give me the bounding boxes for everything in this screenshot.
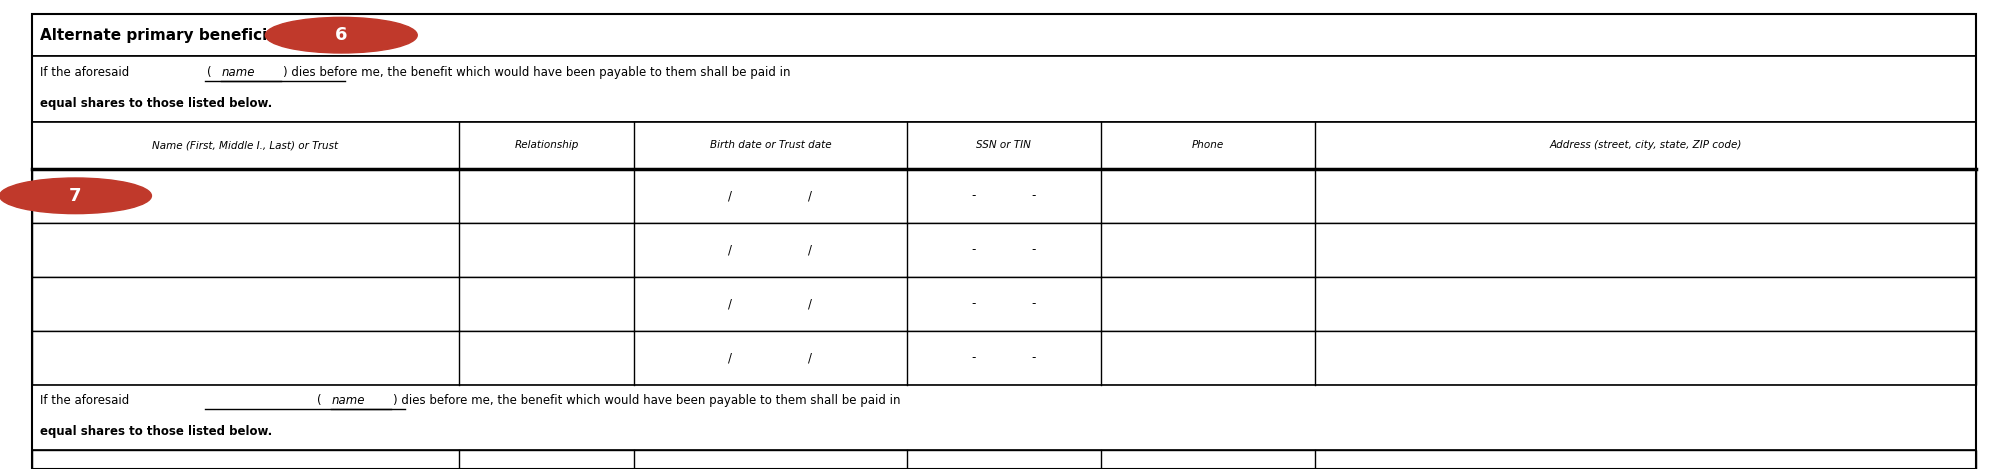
Bar [32, 56, 1976, 122]
Text: 6: 6 [336, 26, 348, 44]
Text: /: / [808, 243, 812, 256]
Circle shape [266, 17, 418, 53]
Bar [32, 331, 1976, 385]
Text: /: / [728, 297, 732, 310]
Text: -: - [972, 243, 976, 256]
Bar [32, 14, 1976, 56]
Text: /: / [808, 297, 812, 310]
Text: -: - [972, 189, 976, 202]
Text: equal shares to those listed below.: equal shares to those listed below. [40, 425, 272, 438]
Bar [32, 223, 1976, 277]
Text: SSN or TIN: SSN or TIN [976, 140, 1032, 151]
Text: 7: 7 [70, 187, 82, 205]
Bar [32, 385, 1976, 450]
Text: name: name [332, 394, 364, 408]
Text: -: - [1032, 189, 1036, 202]
Text: /: / [808, 351, 812, 364]
Text: /: / [728, 351, 732, 364]
Bar [32, 169, 1976, 223]
Text: /: / [808, 189, 812, 202]
Text: -: - [1032, 297, 1036, 310]
Text: name: name [222, 66, 254, 79]
Text: ) dies before me, the benefit which would have been payable to them shall be pai: ) dies before me, the benefit which woul… [394, 394, 900, 408]
Text: If the aforesaid: If the aforesaid [40, 66, 128, 79]
Text: ) dies before me, the benefit which would have been payable to them shall be pai: ) dies before me, the benefit which woul… [284, 66, 790, 79]
Text: /: / [728, 243, 732, 256]
Text: /: / [728, 189, 732, 202]
Text: If the aforesaid: If the aforesaid [40, 394, 128, 408]
Text: equal shares to those listed below.: equal shares to those listed below. [40, 97, 272, 110]
Text: -: - [1032, 243, 1036, 256]
Text: (: ( [318, 394, 322, 408]
Text: Alternate primary beneficiary(ies): Alternate primary beneficiary(ies) [40, 28, 332, 43]
Text: -: - [972, 297, 976, 310]
Text: (: ( [208, 66, 212, 79]
Text: -: - [1032, 351, 1036, 364]
Text: Phone: Phone [1192, 140, 1224, 151]
Text: Address (street, city, state, ZIP code): Address (street, city, state, ZIP code) [1550, 140, 1742, 151]
Bar [32, 122, 1976, 169]
Bar [32, 277, 1976, 331]
Text: Birth date or Trust date: Birth date or Trust date [710, 140, 832, 151]
Text: Relationship: Relationship [514, 140, 580, 151]
Text: -: - [972, 351, 976, 364]
Bar [32, 450, 1976, 469]
Text: Name (First, Middle I., Last) or Trust: Name (First, Middle I., Last) or Trust [152, 140, 338, 151]
Circle shape [0, 178, 152, 214]
